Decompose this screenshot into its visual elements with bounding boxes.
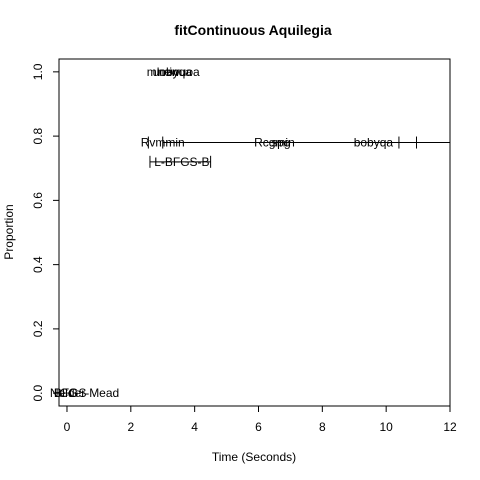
- y-axis-label: Proportion: [2, 204, 16, 259]
- point-label: mlmin: [147, 65, 179, 79]
- point-label: BFGS: [54, 386, 87, 400]
- x-tick-label: 6: [255, 420, 262, 434]
- y-tick-label: 0.6: [31, 192, 45, 209]
- plot-frame: [58, 58, 451, 407]
- point-label: spg: [271, 136, 290, 150]
- point-label: Rcgmin: [254, 136, 295, 150]
- x-tick-label: 2: [127, 420, 134, 434]
- x-tick-label: 0: [64, 420, 71, 434]
- x-axis-label: Time (Seconds): [212, 450, 296, 464]
- point-label: bobyqa: [354, 136, 394, 150]
- point-label: newuoa: [158, 65, 200, 79]
- point-label: uobyqa: [153, 65, 193, 79]
- x-tick-label: 10: [379, 420, 393, 434]
- chart-title: fitContinuous Aquilegia: [174, 22, 332, 38]
- axes: 0 2 4 6 8 10 12 0.0 0.2 0.4 0.6 0.8 1.0: [31, 63, 457, 434]
- point-label: CG: [60, 386, 78, 400]
- y-tick-label: 0.0: [31, 384, 45, 401]
- y-tick-label: 0.8: [31, 127, 45, 144]
- point-label: Nelder-Mead: [50, 386, 119, 400]
- point-label: Rvmmin: [141, 136, 185, 150]
- y-tick-label: 0.4: [31, 256, 45, 273]
- y-tick-label: 1.0: [31, 63, 45, 80]
- x-tick-label: 12: [443, 420, 457, 434]
- y-tick-label: 0.2: [31, 320, 45, 337]
- x-tick-label: 8: [319, 420, 326, 434]
- point-label: L-BFGS-B: [154, 155, 209, 169]
- x-tick-label: 4: [191, 420, 198, 434]
